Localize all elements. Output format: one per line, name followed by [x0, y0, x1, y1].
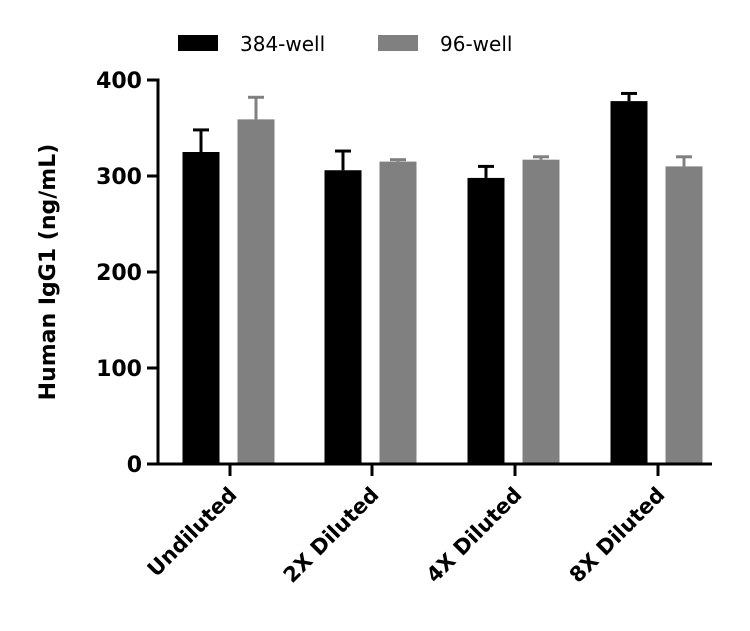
y-tick-label: 200 — [96, 261, 142, 286]
legend-label: 96-well — [440, 32, 512, 56]
bar — [467, 177, 505, 465]
bar — [522, 159, 560, 464]
y-tick-label: 0 — [127, 453, 142, 478]
bar — [182, 152, 220, 464]
bar — [237, 119, 275, 465]
x-tick-label: 8X Diluted — [565, 483, 670, 588]
bar — [379, 161, 417, 464]
bars — [182, 91, 703, 465]
x-tick-label: 2X Diluted — [279, 483, 384, 588]
legend-swatch — [378, 35, 418, 51]
y-tick-label: 300 — [96, 165, 142, 190]
bar — [610, 101, 648, 465]
x-tick-label: Undiluted — [143, 483, 242, 582]
x-tick-label: 4X Diluted — [422, 483, 527, 588]
y-tick-label: 400 — [96, 69, 142, 94]
legend-swatch — [178, 35, 218, 51]
legend: 384-well 96-well — [178, 32, 512, 56]
legend-label: 384-well — [240, 32, 325, 56]
bar — [665, 166, 703, 464]
y-axis-label: Human IgG1 (ng/mL) — [36, 144, 61, 401]
bar — [324, 170, 362, 465]
y-tick-label: 100 — [96, 357, 142, 382]
